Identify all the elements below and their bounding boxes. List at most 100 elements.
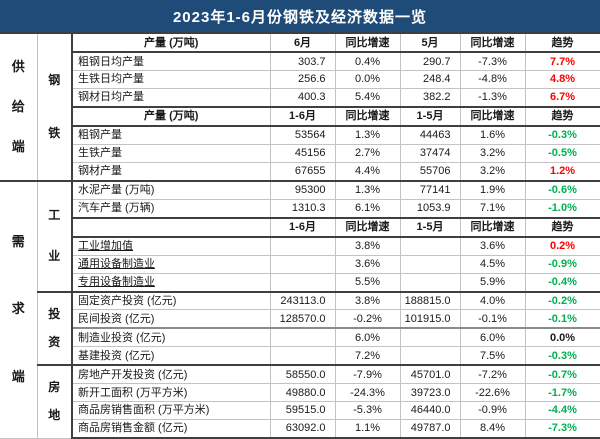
table-row: 粗钢日均产量 303.7 0.4% 290.7 -7.3% 7.7% [0,51,600,72]
indicator-label: 民间投资 (亿元) [71,309,271,329]
table-row: 生铁日均产量 256.6 0.0% 248.4 -4.8% 4.8% [0,70,600,89]
value-current: 67655 [269,161,336,182]
yoy-current: 4.4% [334,161,401,182]
trend-value: -0.1% [524,309,600,329]
trend-value: -0.6% [524,179,600,200]
column-header-metric: 产量 (万吨) [71,105,271,128]
value-prev: 290.7 [399,51,461,72]
yoy-current: 0.4% [334,51,401,72]
value-prev: 39723.0 [399,383,461,403]
group-label-investment: 投资 [37,290,73,366]
yoy-current: 3.6% [334,254,401,274]
value-prev: 55706 [399,161,461,182]
indicator-label: 生铁日均产量 [71,70,271,89]
value-current: 256.6 [269,70,336,89]
supply-cumulative-header-row: 产量 (万吨) 1-6月 同比增速 1-5月 同比增速 趋势 [0,105,600,128]
yoy-prev: -0.9% [459,401,526,420]
column-header-period-prev: 1-5月 [399,216,461,238]
yoy-current: 1.1% [334,418,401,439]
yoy-current: -7.9% [334,364,401,385]
column-header-yoy-prev: 同比增速 [459,216,526,238]
indicator-label: 生铁产量 [71,143,271,163]
yoy-current: 1.3% [334,125,401,145]
table-row: 制造业投资 (亿元) 6.0% 6.0% 0.0% [0,327,600,348]
yoy-current: 2.7% [334,143,401,163]
table-row: 粗钢产量 53564 1.3% 44463 1.6% -0.3% [0,125,600,145]
indicator-label: 汽车产量 (万辆) [71,198,271,219]
trend-value: 1.2% [524,161,600,182]
page-title: 2023年1-6月份钢铁及经济数据一览 [0,0,600,32]
column-header-yoy: 同比增速 [334,105,401,128]
yoy-current: -24.3% [334,383,401,403]
value-current [269,254,336,274]
side-label-supply: 供给端 [0,32,38,182]
column-header-trend: 趋势 [524,31,600,54]
yoy-prev: 7.1% [459,198,526,219]
supply-header-row: 供给端 钢铁 产量 (万吨) 6月 同比增速 5月 同比增速 趋势 [0,31,600,182]
column-header-trend: 趋势 [524,105,600,128]
value-current: 128570.0 [269,309,336,329]
table-row: 基建投资 (亿元) 7.2% 7.5% -0.3% [0,346,600,366]
table-row: 房地 房地产开发投资 (亿元) 58550.0 -7.9% 45701.0 -7… [0,364,600,439]
value-current [269,272,336,293]
value-prev: 44463 [399,125,461,145]
column-header-period: 1-6月 [269,105,336,128]
indicator-label: 通用设备制造业 [71,254,271,274]
table-row: 汽车产量 (万辆) 1310.3 6.1% 1053.9 7.1% -1.0% [0,198,600,219]
column-header-month-prev: 5月 [399,31,461,54]
trend-value: -7.3% [524,418,600,439]
yoy-current: 3.8% [334,290,401,311]
table-row: 投资 固定资产投资 (亿元) 243113.0 3.8% 188815.0 4.… [0,290,600,366]
value-prev [399,327,461,348]
column-header-yoy-prev: 同比增速 [459,105,526,128]
table-row: 钢材产量 67655 4.4% 55706 3.2% 1.2% [0,161,600,182]
value-current: 1310.3 [269,198,336,219]
value-current: 49880.0 [269,383,336,403]
yoy-prev: 1.6% [459,125,526,145]
column-header-yoy-prev: 同比增速 [459,31,526,54]
trend-value: -4.4% [524,401,600,420]
value-prev [399,272,461,293]
indicator-label: 水泥产量 (万吨) [71,179,271,200]
trend-value: -0.2% [524,290,600,311]
indicator-label: 基建投资 (亿元) [71,346,271,366]
value-prev: 188815.0 [399,290,461,311]
table-row: 钢材日均产量 400.3 5.4% 382.2 -1.3% 6.7% [0,87,600,108]
value-prev: 37474 [399,143,461,163]
yoy-prev: -7.3% [459,51,526,72]
indicator-label: 房地产开发投资 (亿元) [71,364,271,385]
value-prev [399,254,461,274]
value-prev: 46440.0 [399,401,461,420]
yoy-current: 3.8% [334,236,401,256]
value-prev [399,236,461,256]
value-prev: 382.2 [399,87,461,108]
column-header-metric: 产量 (万吨) [71,31,271,54]
group-label-industry: 工业 [37,179,73,293]
column-header-metric [71,216,271,238]
demand-header-row: 1-6月 同比增速 1-5月 同比增速 趋势 [0,216,600,238]
indicator-label: 粗钢产量 [71,125,271,145]
value-current [269,327,336,348]
indicator-label: 粗钢日均产量 [71,51,271,72]
trend-value: -0.4% [524,272,600,293]
yoy-current: -5.3% [334,401,401,420]
column-header-trend: 趋势 [524,216,600,238]
value-current: 303.7 [269,51,336,72]
value-current [269,346,336,366]
yoy-current: 1.3% [334,179,401,200]
value-current [269,236,336,256]
indicator-label: 制造业投资 (亿元) [71,327,271,348]
yoy-current: 6.0% [334,327,401,348]
data-table: 供给端 钢铁 产量 (万吨) 6月 同比增速 5月 同比增速 趋势 粗钢日均产量… [0,31,600,439]
value-current: 45156 [269,143,336,163]
indicator-label: 钢材产量 [71,161,271,182]
group-label-steel: 钢铁 [37,32,73,182]
value-current: 59515.0 [269,401,336,420]
trend-value: -0.3% [524,125,600,145]
column-header-yoy: 同比增速 [334,216,401,238]
yoy-prev: 1.9% [459,179,526,200]
column-header-period-prev: 1-5月 [399,105,461,128]
yoy-prev: 7.5% [459,346,526,366]
yoy-prev: 6.0% [459,327,526,348]
trend-value: -0.3% [524,346,600,366]
